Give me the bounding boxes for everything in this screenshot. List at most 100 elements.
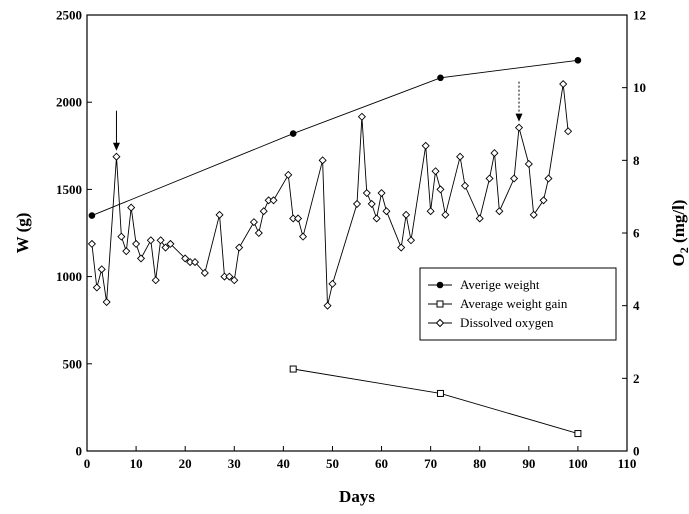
data-point bbox=[156, 236, 165, 245]
x-axis-label: Days bbox=[339, 487, 375, 506]
y-right-tick-label: 2 bbox=[633, 371, 640, 386]
data-point bbox=[127, 203, 136, 212]
x-tick-label: 100 bbox=[568, 456, 588, 471]
data-point bbox=[426, 207, 435, 216]
data-point bbox=[495, 207, 504, 216]
data-point bbox=[181, 254, 190, 263]
y-left-tick-label: 1500 bbox=[56, 182, 82, 197]
arrow-head bbox=[515, 113, 523, 122]
data-point bbox=[259, 207, 268, 216]
data-point bbox=[102, 297, 111, 307]
legend-marker-open-square bbox=[436, 300, 444, 308]
data-point bbox=[269, 196, 278, 205]
legend-label: Dissolved oxygen bbox=[460, 315, 554, 330]
data-point bbox=[289, 365, 297, 373]
data-point bbox=[460, 181, 470, 190]
data-point bbox=[323, 301, 332, 310]
data-point bbox=[377, 188, 386, 198]
data-point bbox=[362, 188, 371, 198]
y-left-tick-label: 2000 bbox=[56, 95, 82, 110]
y-axis-right-label-rest: (mg/l) bbox=[669, 200, 688, 248]
data-point bbox=[559, 79, 568, 89]
data-point bbox=[328, 279, 337, 288]
data-point bbox=[112, 152, 121, 161]
arrow-head bbox=[112, 142, 120, 151]
legend-marker-open-diamond bbox=[435, 318, 445, 328]
data-point bbox=[97, 265, 106, 274]
data-point bbox=[235, 243, 244, 252]
data-point bbox=[289, 130, 297, 137]
x-tick-label: 40 bbox=[277, 456, 290, 471]
data-point bbox=[372, 214, 381, 223]
data-point bbox=[284, 170, 293, 179]
data-point bbox=[402, 210, 411, 219]
data-point bbox=[132, 239, 141, 248]
data-point bbox=[166, 239, 175, 248]
y-left-tick-label: 1000 bbox=[56, 269, 82, 284]
data-point bbox=[431, 167, 440, 176]
x-tick-label: 110 bbox=[618, 456, 637, 471]
data-point bbox=[397, 243, 406, 252]
y-axis-left-label: W (g) bbox=[13, 213, 32, 254]
series-line bbox=[293, 368, 579, 435]
data-point bbox=[475, 214, 484, 223]
series-open-square bbox=[289, 365, 582, 438]
data-point bbox=[92, 283, 101, 292]
data-point bbox=[254, 228, 263, 238]
y-right-tick-label: 10 bbox=[633, 80, 646, 95]
data-point bbox=[352, 199, 362, 208]
data-point bbox=[510, 174, 519, 183]
data-point bbox=[294, 214, 303, 223]
y-right-tick-label: 6 bbox=[633, 226, 640, 241]
x-tick-label: 70 bbox=[424, 456, 437, 471]
annotation-layer bbox=[112, 81, 523, 151]
data-point bbox=[524, 159, 533, 169]
x-tick-label: 60 bbox=[375, 456, 388, 471]
x-tick-label: 10 bbox=[130, 456, 143, 471]
legend-label: Averige weight bbox=[460, 277, 540, 292]
x-tick-label: 50 bbox=[326, 456, 339, 471]
series-filled-circle bbox=[88, 57, 582, 219]
data-point bbox=[529, 210, 538, 219]
data-point bbox=[161, 243, 170, 252]
data-point bbox=[122, 247, 131, 256]
x-tick-label: 0 bbox=[84, 456, 91, 471]
data-point bbox=[117, 232, 126, 241]
data-point bbox=[215, 210, 224, 219]
data-point bbox=[421, 141, 430, 150]
y-right-tick-label: 12 bbox=[633, 8, 646, 23]
data-point bbox=[367, 199, 376, 208]
series-open-diamond bbox=[87, 79, 573, 310]
legend-marker-filled-circle bbox=[436, 281, 444, 289]
data-point bbox=[136, 254, 146, 263]
series-line bbox=[91, 59, 578, 217]
data-point bbox=[574, 57, 582, 64]
y-axis-right-label-sub: 2 bbox=[677, 247, 689, 253]
data-point bbox=[230, 276, 239, 285]
y-axis-right-label: O2 (mg/l) bbox=[669, 200, 689, 267]
data-point bbox=[539, 196, 548, 205]
data-point bbox=[485, 174, 494, 183]
data-point bbox=[441, 210, 450, 219]
y-left-tick-label: 2500 bbox=[56, 8, 82, 23]
series-layer bbox=[87, 57, 582, 438]
y-right-tick-label: 4 bbox=[633, 298, 640, 313]
legend-item-average-weight-gain: Average weight gain bbox=[428, 296, 568, 311]
data-point bbox=[490, 149, 499, 158]
data-point bbox=[146, 236, 155, 245]
x-tick-label: 80 bbox=[473, 456, 486, 471]
data-point bbox=[514, 123, 524, 132]
plot-frame bbox=[86, 14, 628, 452]
legend-item-dissolved-oxygen: Dissolved oxygen bbox=[428, 315, 554, 330]
y-left-tick-label: 0 bbox=[76, 444, 83, 459]
data-point bbox=[406, 236, 416, 245]
y-axis-right-label-main: O bbox=[669, 253, 688, 266]
data-point bbox=[190, 258, 200, 267]
y-right-tick-label: 8 bbox=[633, 153, 640, 168]
legend-item-average-weight: Averige weight bbox=[428, 277, 540, 292]
data-point bbox=[564, 127, 573, 136]
data-point bbox=[200, 268, 209, 278]
data-point bbox=[87, 239, 96, 248]
data-point bbox=[456, 152, 465, 161]
